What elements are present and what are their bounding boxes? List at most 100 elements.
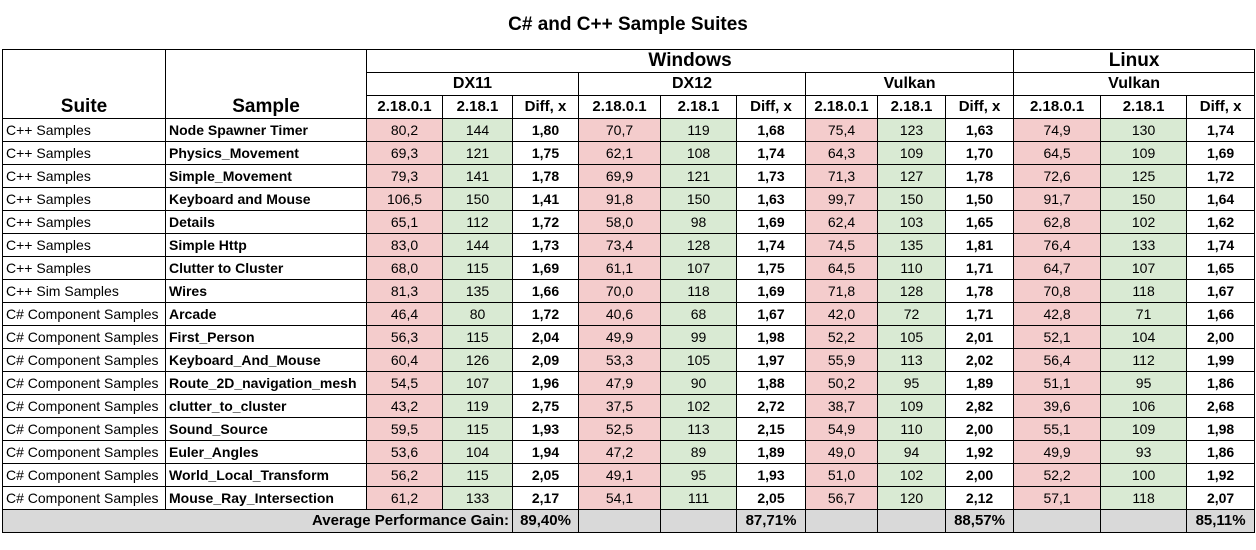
old-version-fps-cell: 54,9 [805,417,878,441]
diff-cell: 1,69 [512,256,579,280]
old-version-fps-cell: 70,0 [578,279,661,303]
sample-cell: Details [165,210,367,234]
suite-cell: C++ Samples [2,210,166,234]
old-version-fps-cell: 106,5 [366,187,443,211]
diff-cell: 1,62 [1186,210,1256,234]
old-version-fps-cell: 51,1 [1013,371,1102,395]
table-row: C# Component Samples Arcade 46,4 80 1,72 40,6… [2,302,1256,326]
diff-cell: 1,66 [512,279,579,303]
suite-cell: C++ Samples [2,256,166,280]
new-version-fps-cell: 102 [1100,210,1188,234]
table-row: C++ Samples Clutter to Cluster 68,0 115 1,69… [2,256,1256,280]
diff-cell: 1,97 [736,348,806,372]
diff-cell: 2,68 [1186,394,1256,418]
diff-cell: 1,63 [736,187,806,211]
table-row: C# Component Samples Keyboard_And_Mouse 60… [2,348,1256,372]
old-version-fps-cell: 73,4 [578,233,661,257]
new-version-fps-cell: 102 [660,394,737,418]
footer-spacer [660,509,737,533]
diff-cell: 1,72 [1186,164,1256,188]
diff-cell: 1,89 [736,440,806,464]
old-version-fps-cell: 52,2 [1013,463,1102,487]
diff-cell: 2,00 [944,463,1015,487]
table-row: C# Component Samples Mouse_Ray_Intersecti… [2,486,1256,510]
old-version-fps-cell: 53,6 [366,440,443,464]
diff-cell: 1,72 [512,210,579,234]
suite-cell: C# Component Samples [2,302,166,326]
new-version-fps-cell: 98 [660,210,737,234]
diff-cell: 2,12 [944,486,1015,510]
table-row: C++ Sim Samples Wires 81,3 135 1,66 70,0 118 1,… [2,279,1256,303]
new-version-fps-cell: 95 [660,463,737,487]
old-version-fps-cell: 52,5 [578,417,661,441]
old-version-fps-cell: 79,3 [366,164,443,188]
old-version-header: 2.18.0.1 [578,95,661,119]
new-version-fps-cell: 119 [660,118,737,142]
new-version-fps-cell: 119 [442,394,513,418]
new-version-fps-cell: 127 [877,164,946,188]
new-version-fps-cell: 110 [877,417,946,441]
diff-cell: 2,04 [512,325,579,349]
suite-cell: C# Component Samples [2,394,166,418]
diff-header: Diff, x [736,95,806,119]
old-version-fps-cell: 55,9 [805,348,878,372]
old-version-fps-cell: 43,2 [366,394,443,418]
new-version-fps-cell: 107 [442,371,513,395]
new-version-header: 2.18.1 [1100,95,1188,119]
new-version-fps-cell: 135 [442,279,513,303]
new-version-fps-cell: 150 [1100,187,1188,211]
old-version-fps-cell: 52,1 [1013,325,1102,349]
suite-column-header: Suite [2,49,166,119]
new-version-fps-cell: 120 [877,486,946,510]
diff-cell: 2,00 [1186,325,1256,349]
sample-cell: World_Local_Transform [165,463,367,487]
new-version-fps-cell: 144 [442,118,513,142]
sample-cell: Simple Http [165,233,367,257]
table-body: C++ Samples Node Spawner Timer 80,2 144 1,80… [2,118,1256,510]
new-version-fps-cell: 99 [660,325,737,349]
diff-cell: 1,69 [736,279,806,303]
sample-cell: Sound_Source [165,417,367,441]
diff-cell: 1,94 [512,440,579,464]
suite-cell: C# Component Samples [2,348,166,372]
old-version-fps-cell: 64,3 [805,141,878,165]
diff-cell: 1,74 [736,233,806,257]
footer-spacer [877,509,946,533]
new-version-fps-cell: 72 [877,302,946,326]
new-version-fps-cell: 106 [1100,394,1188,418]
old-version-header: 2.18.0.1 [1013,95,1102,119]
old-version-fps-cell: 54,5 [366,371,443,395]
diff-cell: 1,65 [1186,256,1256,280]
old-version-fps-cell: 54,1 [578,486,661,510]
new-version-fps-cell: 123 [877,118,946,142]
diff-cell: 1,86 [1186,371,1256,395]
footer-spacer [1100,509,1188,533]
old-version-fps-cell: 38,7 [805,394,878,418]
old-version-fps-cell: 71,3 [805,164,878,188]
diff-cell: 1,98 [736,325,806,349]
diff-cell: 1,74 [1186,118,1256,142]
api-header-vulkan-windows: Vulkan [804,72,1015,96]
os-header-linux: Linux [1013,49,1256,73]
old-version-fps-cell: 74,5 [805,233,878,257]
old-version-fps-cell: 83,0 [366,233,443,257]
diff-cell: 1,99 [1186,348,1256,372]
new-version-fps-cell: 113 [660,417,737,441]
new-version-fps-cell: 150 [877,187,946,211]
diff-header: Diff, x [1186,95,1256,119]
new-version-fps-cell: 118 [1100,279,1188,303]
suite-cell: C++ Samples [2,141,166,165]
old-version-fps-cell: 61,1 [578,256,661,280]
old-version-header: 2.18.0.1 [366,95,443,119]
old-version-fps-cell: 64,5 [805,256,878,280]
page-title: C# and C++ Sample Suites [508,14,748,35]
old-version-fps-cell: 53,3 [578,348,661,372]
diff-cell: 1,67 [1186,279,1256,303]
old-version-fps-cell: 62,8 [1013,210,1102,234]
new-version-fps-cell: 112 [1100,348,1188,372]
diff-cell: 1,86 [1186,440,1256,464]
diff-cell: 1,68 [736,118,806,142]
diff-cell: 2,07 [1186,486,1256,510]
new-version-fps-cell: 105 [877,325,946,349]
sample-cell: Wires [165,279,367,303]
